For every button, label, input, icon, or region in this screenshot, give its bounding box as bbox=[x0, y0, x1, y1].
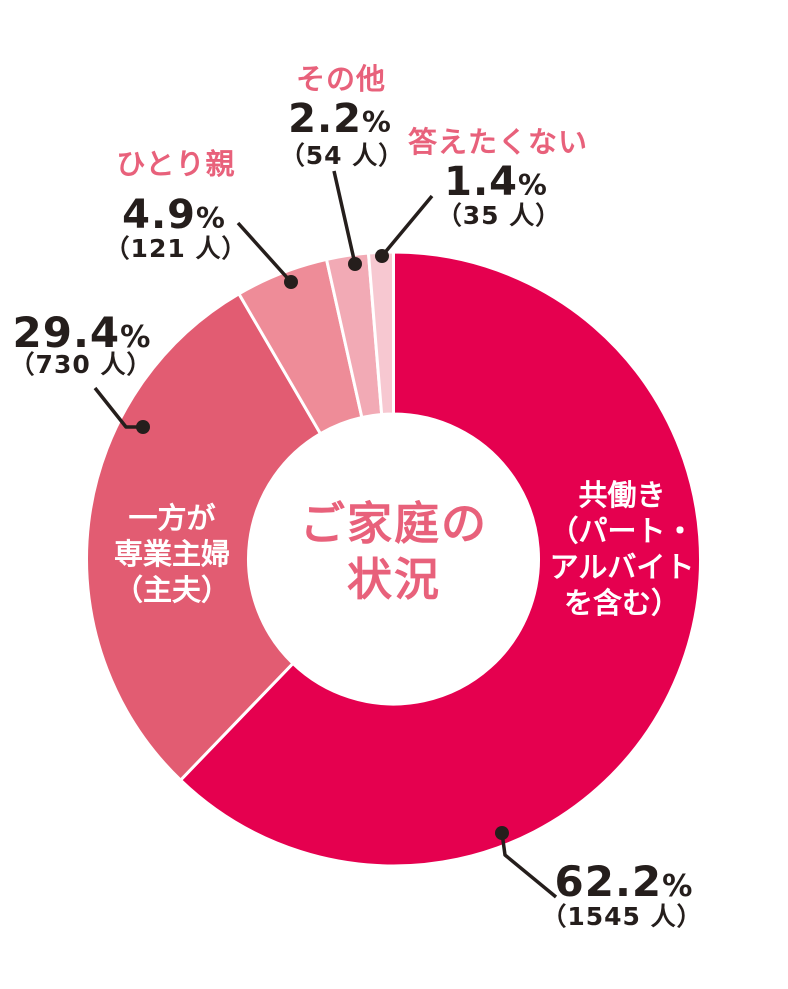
category-label-no-answer: 答えたくない bbox=[407, 125, 589, 159]
percent-value-single-parent: 4.9 bbox=[122, 192, 196, 238]
donut-slice-0 bbox=[178, 250, 702, 868]
leader-line-single-parent bbox=[236, 221, 293, 284]
percent-value-no-answer: 1.4 bbox=[444, 159, 518, 205]
slice-label-homemaker: 一方が 専業主婦 （主夫） bbox=[114, 500, 230, 608]
leader-dot-dual-income bbox=[495, 826, 509, 840]
percent-value-homemaker: 29.4 bbox=[12, 308, 121, 357]
chart-title-line: 状況 bbox=[346, 553, 442, 606]
leader-dot-single-parent bbox=[284, 275, 298, 289]
percent-sign-homemaker: % bbox=[120, 320, 152, 355]
percent-value-dual-income: 62.2 bbox=[554, 857, 663, 906]
leader-dot-no-answer bbox=[375, 249, 389, 263]
leader-line-other bbox=[332, 170, 357, 265]
count-label-other: （54 人） bbox=[279, 141, 405, 170]
percent-sign-no-answer: % bbox=[518, 168, 548, 202]
slice-label-line: （パート・ bbox=[549, 514, 695, 548]
category-label-single-parent: ひとり親 bbox=[116, 147, 236, 181]
count-label-single-parent: （121 人） bbox=[104, 234, 248, 263]
percent-value-other: 2.2 bbox=[288, 96, 362, 142]
count-label-dual-income: （1545 人） bbox=[541, 902, 703, 931]
percent-label-other: 2.2% bbox=[288, 99, 392, 139]
chart-title: ご家庭の 状況 bbox=[300, 496, 488, 608]
slice-label-line: を含む） bbox=[563, 586, 681, 620]
slice-label-line: アルバイト bbox=[549, 550, 695, 584]
leader-line-dual-income bbox=[500, 832, 558, 899]
slice-label-line: 一方が bbox=[128, 501, 216, 535]
leader-dot-other bbox=[348, 257, 362, 271]
count-label-no-answer: （35 人） bbox=[436, 201, 562, 230]
percent-label-dual-income: 62.2% bbox=[555, 861, 694, 903]
percent-label-homemaker: 29.4% bbox=[13, 312, 152, 354]
slice-label-line: （主夫） bbox=[113, 573, 231, 607]
slice-label-line: 専業主婦 bbox=[113, 537, 231, 571]
slice-label-dual-income: 共働き （パート・ アルバイト を含む） bbox=[549, 477, 694, 621]
slice-label-line: 共働き bbox=[578, 478, 666, 512]
percent-label-no-answer: 1.4% bbox=[444, 162, 548, 202]
donut-slices bbox=[85, 250, 702, 868]
chart-title-line: ご家庭の bbox=[299, 497, 489, 550]
percent-label-single-parent: 4.9% bbox=[122, 195, 226, 235]
donut-slice-1 bbox=[85, 291, 323, 783]
count-label-homemaker: （730 人） bbox=[9, 350, 153, 379]
percent-sign-other: % bbox=[362, 105, 392, 139]
percent-sign-single-parent: % bbox=[196, 201, 226, 235]
leader-dot-homemaker bbox=[136, 420, 150, 434]
leader-line-no-answer bbox=[380, 194, 434, 258]
category-label-other: その他 bbox=[295, 62, 387, 96]
percent-sign-dual-income: % bbox=[662, 869, 694, 904]
leader-lines bbox=[93, 170, 558, 899]
